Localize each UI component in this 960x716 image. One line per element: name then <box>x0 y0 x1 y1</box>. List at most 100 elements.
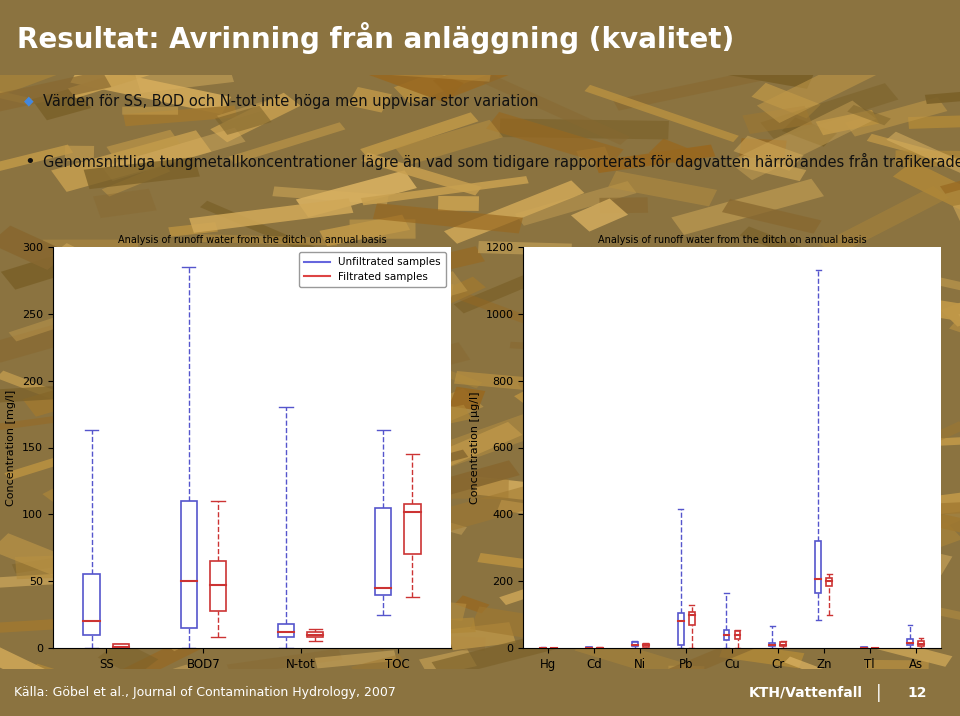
Bar <box>515 181 636 226</box>
Bar <box>260 312 294 328</box>
Bar <box>410 276 486 316</box>
Bar <box>938 432 960 446</box>
Y-axis label: Concentration [μg/l]: Concentration [μg/l] <box>469 391 480 504</box>
Bar <box>0 322 75 362</box>
Bar <box>706 54 815 89</box>
Bar <box>849 488 936 507</box>
Bar <box>478 241 572 256</box>
Bar <box>373 280 453 297</box>
Bar <box>80 349 212 403</box>
Bar <box>400 271 468 306</box>
Bar <box>739 226 828 266</box>
Text: Genomsnittliga tungmetallkoncentrationer lägre än vad som tidigare rapporterats : Genomsnittliga tungmetallkoncentrationer… <box>43 153 960 170</box>
Bar <box>300 334 371 360</box>
Bar <box>903 485 960 518</box>
Bar <box>527 320 660 354</box>
Bar <box>351 246 485 291</box>
Bar <box>15 553 128 579</box>
Bar <box>325 397 382 407</box>
Bar <box>391 61 492 82</box>
Bar <box>348 634 486 651</box>
Bar <box>514 346 631 410</box>
Bar <box>705 456 762 470</box>
Bar <box>0 533 95 585</box>
Bar <box>917 490 960 535</box>
Bar <box>319 535 386 571</box>
Bar <box>690 549 762 590</box>
Bar <box>595 669 660 700</box>
Bar <box>167 628 210 652</box>
Bar <box>585 84 739 142</box>
Bar <box>552 537 708 562</box>
Bar <box>88 315 264 347</box>
Bar <box>346 495 467 535</box>
Bar <box>361 176 529 205</box>
Text: 12: 12 <box>907 686 926 700</box>
Bar <box>469 671 615 697</box>
Bar <box>571 198 628 231</box>
Bar <box>709 493 779 505</box>
Bar <box>433 39 557 97</box>
Bar <box>857 421 960 475</box>
Bar <box>0 411 92 436</box>
Bar <box>744 262 876 286</box>
Bar <box>42 442 165 510</box>
Bar <box>366 392 436 427</box>
Bar <box>155 558 260 594</box>
Bar <box>470 606 609 650</box>
Bar <box>924 82 960 104</box>
Bar <box>548 263 634 274</box>
Bar <box>151 488 302 546</box>
Bar <box>747 591 835 634</box>
Bar <box>228 122 346 164</box>
Bar <box>1 250 86 290</box>
Bar <box>866 660 929 672</box>
Bar <box>817 623 952 667</box>
Bar <box>358 460 520 518</box>
Text: •: • <box>24 153 35 171</box>
Bar <box>599 198 648 213</box>
Bar <box>398 422 522 483</box>
Bar <box>180 501 197 628</box>
Bar <box>231 601 389 651</box>
Bar <box>280 316 385 372</box>
Bar <box>209 561 227 611</box>
Bar <box>0 89 33 105</box>
Bar <box>889 304 925 321</box>
Bar <box>701 306 823 344</box>
Bar <box>733 135 804 171</box>
Bar <box>0 637 78 697</box>
Bar <box>372 478 509 499</box>
Bar <box>599 248 771 276</box>
Bar <box>608 171 717 206</box>
Bar <box>159 483 265 524</box>
Bar <box>200 234 338 246</box>
Bar <box>85 633 209 700</box>
Bar <box>576 147 611 165</box>
Bar <box>287 560 365 604</box>
Bar <box>729 100 876 180</box>
Bar <box>722 199 822 233</box>
Bar <box>949 308 960 373</box>
Title: Analysis of runoff water from the ditch on annual basis: Analysis of runoff water from the ditch … <box>598 235 866 245</box>
Bar <box>716 437 885 497</box>
Text: Värden för SS, BOD och N-tot inte höga men uppvisar stor variation: Värden för SS, BOD och N-tot inte höga m… <box>43 94 539 109</box>
Bar <box>784 657 860 689</box>
Bar <box>908 114 960 129</box>
Bar <box>316 443 359 460</box>
Bar <box>134 324 186 354</box>
Bar <box>769 643 776 647</box>
Bar <box>381 450 468 479</box>
Bar <box>300 450 344 467</box>
Bar <box>23 362 164 417</box>
Bar <box>737 155 806 181</box>
Bar <box>788 344 926 359</box>
Bar <box>909 523 960 553</box>
Bar <box>43 240 138 248</box>
Bar <box>655 554 729 573</box>
Bar <box>952 193 960 223</box>
Bar <box>668 666 705 683</box>
Bar <box>910 296 960 323</box>
Bar <box>364 388 484 449</box>
Bar <box>49 243 163 304</box>
